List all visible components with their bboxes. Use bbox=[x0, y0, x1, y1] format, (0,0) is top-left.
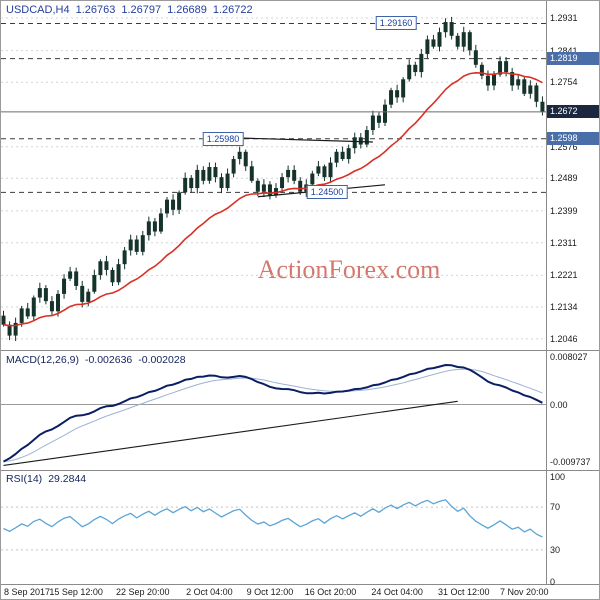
ohlc-close: 1.26722 bbox=[212, 4, 253, 16]
rsi-header: RSI(14) 29.2844 bbox=[6, 473, 92, 485]
y-axis-label: 1.2221 bbox=[550, 270, 578, 281]
x-axis-label: 31 Oct 12:00 bbox=[437, 587, 490, 597]
price-level-flag: 1.29160 bbox=[375, 16, 417, 31]
chart-title: USDCAD,H4 1.26763 1.26797 1.26689 1.26722 bbox=[6, 4, 259, 16]
y-axis-label: 1.2046 bbox=[550, 333, 578, 344]
rsi-axis-label: 0 bbox=[550, 577, 556, 587]
x-axis-label: 16 Oct 20:00 bbox=[304, 587, 357, 597]
y-axis-label: 1.2134 bbox=[550, 301, 578, 312]
rsi-axis-label: 100 bbox=[550, 472, 566, 482]
price-level-flag: 1.25980 bbox=[202, 131, 244, 146]
y-axis-label: 1.2841 bbox=[550, 46, 578, 57]
macd-axis-label: 0.008027 bbox=[550, 352, 588, 362]
macd-name: MACD(12,26,9) bbox=[6, 354, 79, 366]
x-axis-label: 7 Nov 20:00 bbox=[499, 587, 549, 597]
x-axis-label: 8 Sep 2017 bbox=[4, 587, 51, 597]
ohlc-high: 1.26797 bbox=[121, 4, 162, 16]
rsi-axis-label: 70 bbox=[550, 502, 561, 513]
y-axis-label: 1.2754 bbox=[550, 77, 578, 88]
rsi-name: RSI(14) bbox=[6, 473, 43, 485]
y-axis-label: 1.2931 bbox=[550, 13, 578, 24]
current-price-badge: 1.2672 bbox=[547, 104, 599, 118]
x-axis-label: 24 Oct 04:00 bbox=[371, 587, 423, 597]
x-axis-label: 15 Sep 12:00 bbox=[49, 587, 103, 597]
y-axis-label: 1.2399 bbox=[550, 205, 578, 216]
x-axis-label: 2 Oct 04:00 bbox=[186, 587, 233, 597]
macd-value: -0.002636 bbox=[84, 354, 133, 366]
y-axis-label: 1.2311 bbox=[550, 237, 577, 248]
axis-price-badge: 1.2598 bbox=[547, 131, 599, 145]
x-axis-label: 9 Oct 12:00 bbox=[246, 587, 294, 597]
macd-axis-label: 0.00 bbox=[550, 399, 568, 410]
macd-signal-value: -0.002028 bbox=[138, 354, 186, 366]
rsi-axis-label: 30 bbox=[550, 544, 561, 555]
axis-price-badge: 1.2819 bbox=[547, 51, 599, 65]
ohlc-low: 1.26689 bbox=[167, 4, 207, 16]
rsi-value: 29.2844 bbox=[48, 473, 87, 485]
x-axis-label: 22 Sep 20:00 bbox=[115, 587, 170, 597]
macd-header: MACD(12,26,9) -0.002636 -0.002028 bbox=[6, 354, 192, 366]
macd-axis-label: -0.009737 bbox=[550, 457, 591, 467]
y-axis-label: 1.2576 bbox=[550, 141, 578, 152]
symbol-period-label: USDCAD,H4 bbox=[6, 4, 70, 16]
y-axis-label: 1.2489 bbox=[550, 173, 578, 184]
watermark: ActionForex.com bbox=[257, 255, 441, 284]
ohlc-open: 1.26763 bbox=[75, 4, 116, 16]
price-level-flag: 1.24500 bbox=[306, 185, 348, 200]
